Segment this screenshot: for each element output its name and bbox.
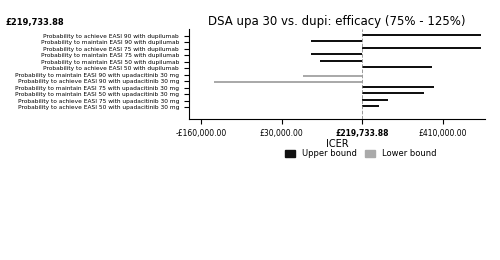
Bar bbox=[312, 53, 362, 55]
Legend: Upper bound, Lower bound: Upper bound, Lower bound bbox=[282, 146, 440, 162]
X-axis label: ICER: ICER bbox=[326, 139, 348, 149]
Bar bbox=[320, 60, 362, 62]
Bar bbox=[362, 99, 388, 101]
Bar bbox=[362, 47, 481, 49]
Text: £219,733.88: £219,733.88 bbox=[5, 18, 64, 27]
Bar bbox=[303, 75, 362, 77]
Bar bbox=[214, 81, 362, 83]
Bar bbox=[362, 66, 432, 68]
Bar bbox=[362, 92, 424, 94]
Bar bbox=[362, 34, 481, 36]
Title: DSA upa 30 vs. dupi: efficacy (75% - 125%): DSA upa 30 vs. dupi: efficacy (75% - 125… bbox=[208, 15, 466, 28]
Bar bbox=[362, 86, 434, 88]
Bar bbox=[312, 40, 362, 42]
Bar bbox=[362, 105, 379, 107]
